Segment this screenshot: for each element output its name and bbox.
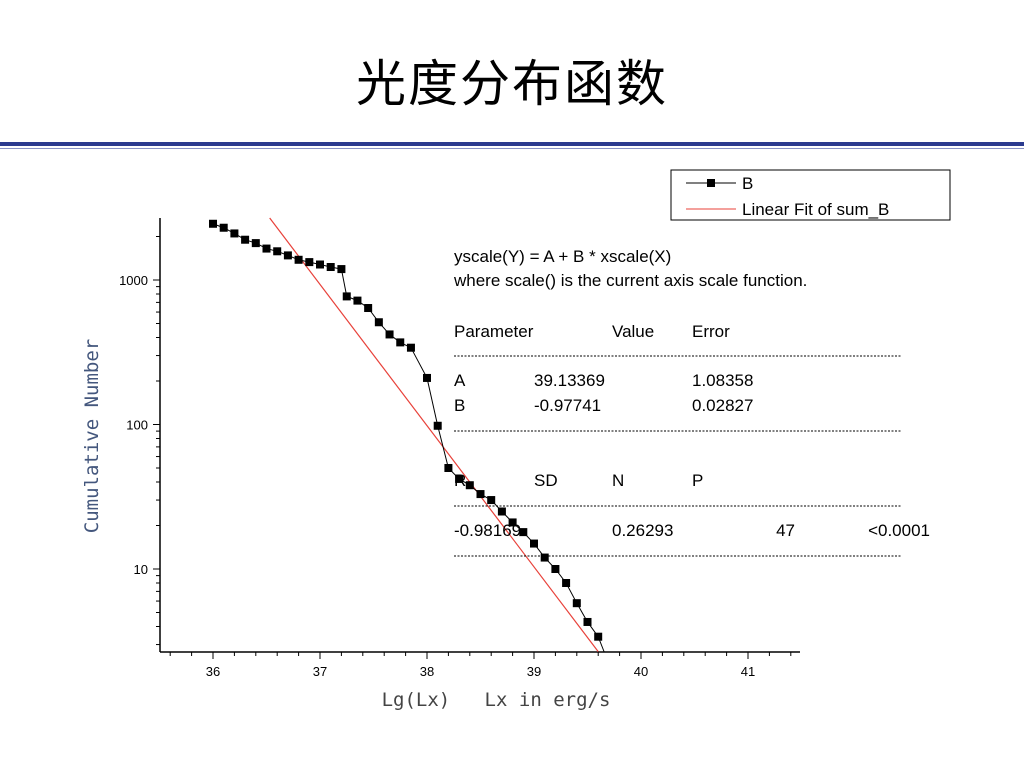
series-b-point [337,265,346,274]
linear-fit-layer [269,217,599,652]
series-b-point [583,617,592,626]
series-b-point [241,235,250,244]
stats-sd-value: 0.26293 [612,521,673,540]
x-tick-label: 38 [420,664,434,679]
stats-header-p: P [692,471,703,490]
stats-header-sd: SD [534,471,558,490]
series-b-point [262,244,271,253]
series-b-point [455,474,464,483]
param-b-name: B [454,396,465,415]
series-b-point [423,373,431,382]
legend-label-fit: Linear Fit of sum_B [742,200,889,219]
y-tick-label: 10 [134,562,148,577]
series-b-point [497,507,506,516]
series-b-point [562,579,571,588]
x-axis-title: Lg(Lx) Lx in erg/s [382,689,611,711]
series-b-point [444,463,453,472]
stats-n-value: 47 [776,521,795,540]
param-a-error: 1.08358 [692,371,753,390]
series-b-point [364,304,373,313]
slide-title: 光度分布函数 [356,55,668,113]
series-b-point [316,260,324,269]
legend-label-b: B [742,174,753,193]
series-b-point [305,258,314,267]
series-b-point [487,496,496,505]
legend-box [670,169,951,221]
param-header-error: Error [692,322,730,341]
formula-line-2: where scale() is the current axis scale … [453,271,807,290]
param-header-value: Value [612,322,654,341]
x-tick-label: 40 [634,664,648,679]
x-axis-ticks: 36 37 38 39 40 41 [169,652,792,679]
x-tick-label: 39 [527,664,541,679]
series-b-point [219,223,228,232]
fit-annotation: yscale(Y) = A + B * xscale(X) where scal… [453,247,930,557]
series-b-point [273,247,282,256]
series-b-point [519,528,528,537]
x-tick-label: 41 [741,664,755,679]
series-b-point [433,421,442,430]
series-b-point [551,565,560,573]
series-b-point [251,239,260,248]
y-axis-title: Cumulative Number [81,339,103,533]
series-b-point [209,219,217,228]
param-header-parameter: Parameter [454,322,534,341]
series-b-point [374,318,383,327]
x-tick-label: 36 [206,664,220,679]
series-b-point [508,518,517,527]
series-b-point [283,251,292,260]
series-b-point [353,296,362,305]
series-b-point [530,539,538,548]
y-tick-label: 1000 [119,273,148,288]
series-b-point [294,255,303,264]
series-b-layer [209,219,605,653]
series-b-point [342,292,351,301]
series-b-point [230,229,239,238]
stats-header-r: R [454,471,466,490]
legend-swatch-b-marker [707,179,715,187]
x-tick-label: 37 [313,664,327,679]
param-a-name: A [454,371,466,390]
param-a-value: 39.13369 [534,371,605,390]
param-b-error: 0.02827 [692,396,753,415]
series-b-point [396,338,405,347]
title-divider-thin [0,148,1024,149]
series-b-point [594,632,603,641]
y-axis-ticks: 10 100 1000 [119,236,160,646]
series-b-point [326,263,335,272]
legend: B Linear Fit of sum_B [670,169,951,221]
stats-p-value: <0.0001 [868,521,930,540]
series-b-point [465,481,474,490]
series-b-point [476,490,485,499]
param-b-value: -0.97741 [534,396,601,415]
series-b-point [385,330,394,339]
formula-line-1: yscale(Y) = A + B * xscale(X) [454,247,671,266]
series-b-point [406,343,415,352]
title-divider [0,142,1024,146]
series-b-point [540,553,549,562]
linear-fit-line [269,217,599,652]
stats-r-value: -0.98169 [454,521,521,540]
stats-header-n: N [612,471,624,490]
y-tick-label: 100 [126,418,148,433]
series-b-point [572,599,581,608]
